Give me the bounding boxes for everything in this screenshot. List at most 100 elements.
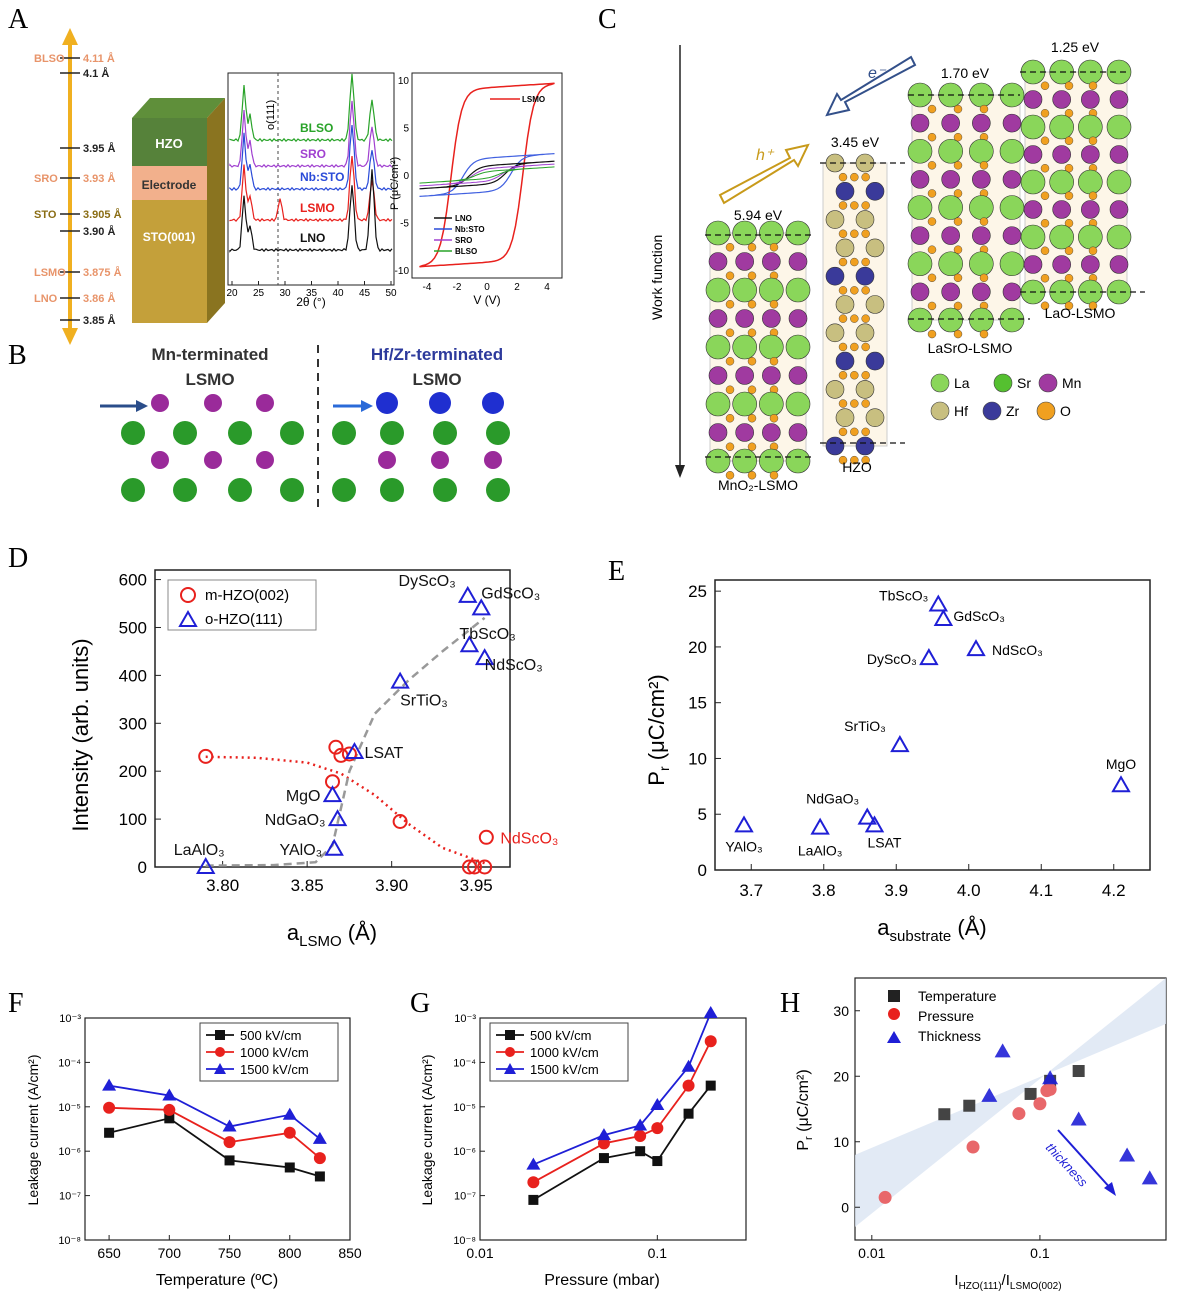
slab-oxygen [1040,219,1050,228]
slab-oxygen [861,286,870,295]
slab-oxygen [927,245,937,254]
slab-atom [1023,255,1043,274]
panel-g-chart: 10⁻⁸ 10⁻⁷ 10⁻⁶ 10⁻⁵ 10⁻⁴ 10⁻³ 0.01 0.1 500 kV/cm… [419,1005,747,1289]
atom-la-sr [173,421,197,445]
scale-arrow-down-icon [62,328,78,345]
electrode-layer [132,166,207,200]
slab-oxygen [1088,136,1098,145]
xrd-curve-label: SRO [300,147,326,161]
chartG-series-line [533,1012,712,1166]
slab-atom [855,436,875,456]
d-ytick-label: 500 [119,618,147,637]
energy-hzo: 3.45 eV [831,134,880,150]
scale-value-label: 4.1 Å [83,67,109,80]
slab-atom [999,195,1025,220]
slab-oxygen [927,104,937,114]
atom-la-sr [280,421,304,445]
slab-oxygen [850,201,859,210]
chartG-point-1500 [596,1128,611,1141]
slab-oxygen [861,455,870,465]
slab-oxygen [979,329,989,339]
h-point-thickness [981,1087,998,1102]
slab-oxygen [861,427,870,437]
panel-e-chart: 3.7 3.8 3.9 4.0 4.1 4.2 0 5 10 15 20 25 YAlO₃ LaAlO₃ N… [644,579,1151,945]
chartF-point-1500 [282,1107,297,1120]
slab-atom [938,138,963,164]
slab-atom [705,277,731,303]
slab-atom [835,182,855,201]
atom-mn [431,451,449,469]
pv-ytick-label: 0 [403,171,409,182]
xrd-xtick-label: 45 [359,288,371,299]
slab-atom [1023,90,1043,109]
d-ytick-label: 300 [119,714,147,733]
chartF-point-500 [164,1113,175,1124]
d-point-o-hzo [458,585,478,603]
h-point-temperature [938,1108,951,1121]
slab-atom [1109,255,1129,274]
slab-atom [788,366,808,385]
legend-atom-icon [1036,401,1056,421]
slab-oxygen [927,329,937,339]
chartG-point-500 [705,1080,716,1091]
h-trend-arrow [1057,1129,1113,1191]
slab-structures [705,59,1145,480]
h-xtick-label: 0.01 [858,1245,885,1261]
slab-oxygen [861,257,870,267]
energy-mno2: 5.94 eV [734,207,783,223]
d-point-m-hzo [328,739,344,755]
h-ylabel: Pr (μC/cm²) [795,1069,815,1150]
substrate-layer [132,200,207,323]
h-trend-band [855,978,1166,1227]
label-lao: LaO-LSMO [1045,305,1116,321]
slab-atom [1081,255,1100,274]
chartG-ytick-label: 10⁻³ [454,1013,476,1025]
atom-la-sr [121,478,145,502]
chartF-point-1000 [223,1136,236,1149]
slab-oxygen [1040,191,1050,200]
e-point [1111,775,1131,793]
d-point-o-hzo [471,598,491,616]
d-point-m-hzo [467,859,482,875]
pv-legend-label: LNO [455,214,472,223]
h-legend-label: Thickness [918,1028,981,1044]
slab-oxygen [725,442,735,451]
slab-oxygen [838,342,848,352]
atom-la-sr [173,478,197,502]
slab-atom [907,195,933,220]
slab-atom [972,170,991,189]
arrow-head-icon [361,400,373,412]
chartG-legend-label: 500 kV/cm [530,1028,591,1043]
b-right-subtitle: LSMO [412,370,461,389]
d-point-label: DyScO₃ [399,573,456,590]
slab-atom [910,226,930,245]
slab-atom [1020,114,1046,140]
e-point [928,594,949,612]
xrd-curve-3 [229,156,393,223]
legend-atom-label: Hf [954,403,968,419]
electrode-label: Electrode [142,178,197,192]
d-ytick-label: 0 [138,858,147,877]
slab-atom [835,408,855,428]
xrd-curve-label: BLSO [300,121,333,135]
slab-atom [759,448,784,474]
xrd-xtick-label: 20 [226,288,238,299]
pv-xtick-label: -4 [423,282,432,293]
atom [429,392,451,414]
chartF-ytick-label: 10⁻⁶ [58,1146,81,1158]
e-point [933,609,954,627]
slab-atom [1049,224,1074,250]
xrd-curve-1 [229,100,393,169]
h-point-pressure [878,1190,892,1204]
slab-atom [999,138,1025,164]
panel-label-f: F [8,988,24,1019]
h-point-thickness [1042,1070,1059,1085]
scale-value-label: 3.86 Å [83,292,115,305]
slab-atom [972,226,991,245]
chartG-ytick-label: 10⁻⁶ [453,1146,476,1158]
e-point [966,639,986,657]
panel-label-e: E [608,556,625,587]
pv-loops [419,82,555,268]
slab-oxygen [725,414,735,423]
chartF-point-500 [224,1155,235,1166]
